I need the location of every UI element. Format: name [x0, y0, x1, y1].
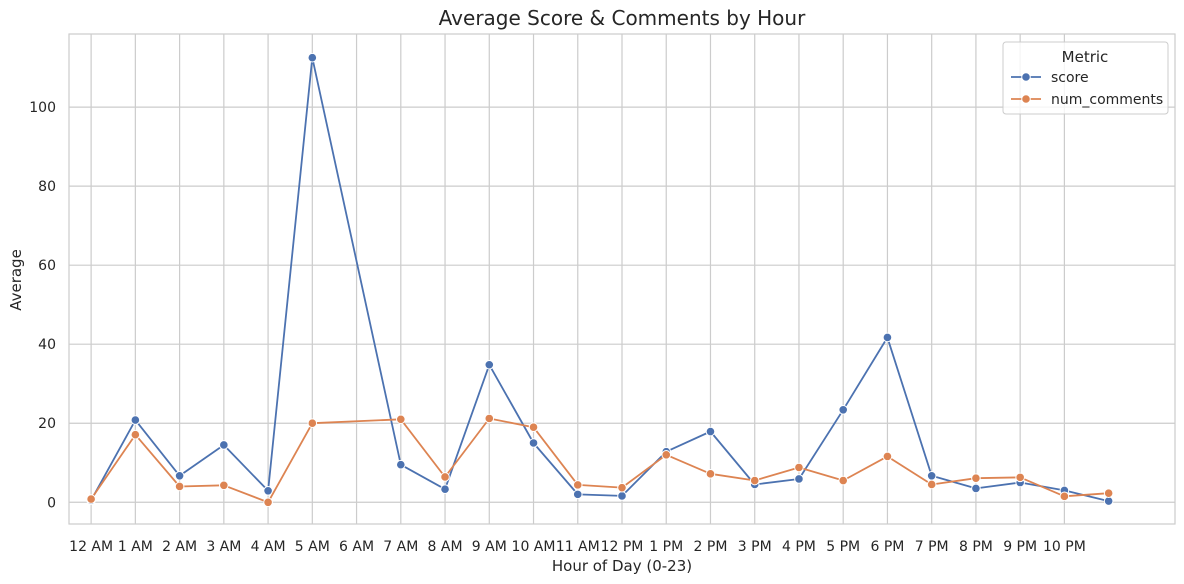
data-point-score — [573, 490, 582, 499]
data-point-num_comments — [618, 483, 627, 492]
x-tick-label: 11 AM — [556, 539, 600, 555]
data-point-score — [618, 492, 627, 501]
data-point-score — [308, 53, 317, 62]
data-point-score — [1104, 497, 1113, 506]
x-axis-label: Hour of Day (0-23) — [552, 557, 692, 575]
y-tick-label: 60 — [38, 258, 56, 274]
data-point-score — [883, 333, 892, 342]
data-point-num_comments — [220, 481, 229, 490]
data-point-score — [131, 416, 140, 425]
x-tick-label: 1 PM — [649, 539, 683, 555]
data-point-num_comments — [750, 476, 759, 485]
data-point-score — [397, 460, 406, 469]
x-tick-label: 10 PM — [1043, 539, 1086, 555]
data-point-score — [706, 427, 715, 436]
data-point-num_comments — [441, 473, 450, 482]
data-point-score — [839, 405, 848, 414]
data-point-num_comments — [706, 470, 715, 479]
series-line-num_comments — [91, 419, 1109, 503]
x-tick-label: 2 PM — [694, 539, 728, 555]
x-tick-label: 6 AM — [339, 539, 374, 555]
x-tick-label: 12 AM — [69, 539, 113, 555]
x-tick-label: 6 PM — [870, 539, 904, 555]
y-tick-label: 40 — [38, 337, 56, 353]
data-point-score — [175, 471, 184, 480]
x-tick-label: 4 PM — [782, 539, 816, 555]
x-tick-label: 1 AM — [118, 539, 153, 555]
data-point-num_comments — [175, 482, 184, 491]
legend-label: score — [1051, 70, 1089, 86]
x-tick-label: 10 AM — [512, 539, 556, 555]
data-point-num_comments — [839, 476, 848, 485]
x-tick-label: 7 AM — [383, 539, 418, 555]
legend: Metric score num_comments — [1003, 42, 1168, 114]
data-point-num_comments — [131, 430, 140, 439]
y-tick-label: 80 — [38, 179, 56, 195]
y-tick-labels: 0 20 40 60 80 100 — [29, 100, 56, 511]
data-point-num_comments — [87, 495, 96, 504]
data-point-num_comments — [529, 423, 538, 432]
legend-label: num_comments — [1051, 92, 1163, 108]
x-tick-label: 5 AM — [295, 539, 330, 555]
x-tick-label: 9 AM — [472, 539, 507, 555]
data-point-num_comments — [1016, 473, 1025, 482]
y-tick-label: 20 — [38, 416, 56, 432]
x-tick-label: 5 PM — [826, 539, 860, 555]
data-point-num_comments — [883, 452, 892, 461]
series-layer — [87, 53, 1113, 506]
data-point-num_comments — [308, 419, 317, 428]
x-tick-label: 8 PM — [959, 539, 993, 555]
legend-marker — [1022, 95, 1031, 104]
x-tick-label: 9 PM — [1003, 539, 1037, 555]
x-tick-label: 7 PM — [915, 539, 949, 555]
series-num_comments — [87, 414, 1113, 506]
y-tick-label: 0 — [47, 495, 56, 511]
data-point-num_comments — [662, 451, 671, 460]
chart-title: Average Score & Comments by Hour — [439, 6, 806, 30]
data-point-score — [441, 485, 450, 494]
legend-title: Metric — [1062, 48, 1109, 66]
x-tick-label: 4 AM — [251, 539, 286, 555]
data-point-score — [264, 487, 273, 496]
data-point-score — [529, 439, 538, 448]
y-axis-label: Average — [7, 249, 25, 311]
data-point-num_comments — [1104, 489, 1113, 498]
data-point-num_comments — [927, 480, 936, 489]
x-tick-label: 3 AM — [206, 539, 241, 555]
x-tick-label: 2 AM — [162, 539, 197, 555]
x-tick-label: 12 PM — [601, 539, 644, 555]
data-point-num_comments — [1060, 492, 1069, 501]
data-point-num_comments — [972, 474, 981, 483]
x-tick-labels: 12 AM 1 AM 2 AM 3 AM 4 AM 5 AM 6 AM 7 AM 8 AM 9 A… — [69, 539, 1086, 555]
data-point-num_comments — [795, 463, 804, 472]
data-point-num_comments — [485, 414, 494, 423]
data-point-score — [795, 475, 804, 484]
y-tick-label: 100 — [29, 100, 56, 116]
series-score — [87, 53, 1113, 505]
x-tick-label: 8 AM — [428, 539, 463, 555]
data-point-score — [927, 471, 936, 480]
data-point-score — [972, 484, 981, 493]
data-point-score — [220, 441, 229, 450]
legend-marker — [1022, 73, 1031, 82]
data-point-num_comments — [573, 481, 582, 490]
x-tick-label: 3 PM — [738, 539, 772, 555]
data-point-num_comments — [397, 415, 406, 424]
series-line-score — [91, 58, 1109, 501]
data-point-score — [485, 360, 494, 369]
data-point-num_comments — [264, 498, 273, 507]
